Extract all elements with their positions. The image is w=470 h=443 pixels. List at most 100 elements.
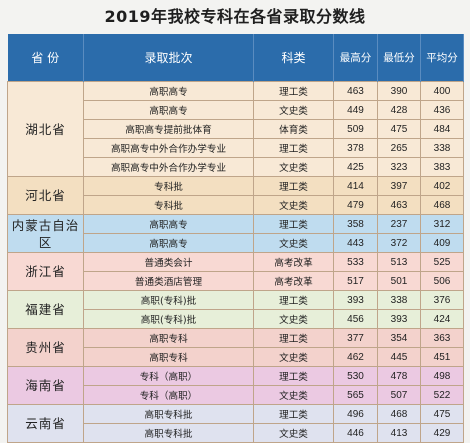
min-cell: 463 bbox=[377, 195, 421, 215]
batch-cell: 普通类会计 bbox=[83, 252, 254, 272]
avg-cell: 402 bbox=[420, 176, 464, 196]
batch-cell: 高职高专中外合作办学专业 bbox=[83, 157, 254, 177]
category-cell: 高考改革 bbox=[253, 252, 334, 272]
batch-cell: 高职专科 bbox=[83, 328, 254, 348]
category-cell: 体育类 bbox=[253, 119, 334, 139]
table-header-row: 省 份 录取批次 科类 最高分 最低分 平均分 bbox=[7, 34, 464, 82]
batch-cell: 专科批 bbox=[83, 195, 254, 215]
table-row: 云南省 高职专科批 理工类 496 468 475 bbox=[7, 404, 464, 443]
min-cell: 372 bbox=[377, 233, 421, 253]
avg-cell: 424 bbox=[420, 309, 464, 329]
max-cell: 456 bbox=[333, 309, 378, 329]
province-cell: 海南省 bbox=[7, 366, 84, 405]
category-cell: 文史类 bbox=[253, 385, 334, 405]
min-cell: 445 bbox=[377, 347, 421, 367]
header-min: 最低分 bbox=[377, 34, 421, 82]
min-cell: 468 bbox=[377, 404, 421, 424]
admission-score-table: 省 份 录取批次 科类 最高分 最低分 平均分 湖北省 高职高专 理工类 463 390… bbox=[7, 34, 464, 443]
max-cell: 565 bbox=[333, 385, 378, 405]
batch-cell: 高职高专提前批体育 bbox=[83, 119, 254, 139]
category-cell: 文史类 bbox=[253, 347, 334, 367]
min-cell: 237 bbox=[377, 214, 421, 234]
avg-cell: 400 bbox=[420, 81, 464, 101]
max-cell: 533 bbox=[333, 252, 378, 272]
batch-cell: 高职高专 bbox=[83, 233, 254, 253]
category-cell: 理工类 bbox=[253, 404, 334, 424]
avg-cell: 475 bbox=[420, 404, 464, 424]
batch-cell: 专科批 bbox=[83, 176, 254, 196]
max-cell: 377 bbox=[333, 328, 378, 348]
avg-cell: 451 bbox=[420, 347, 464, 367]
max-cell: 378 bbox=[333, 138, 378, 158]
table-row: 内蒙古自治区 高职高专 理工类 358 237 312 bbox=[7, 214, 464, 253]
province-cell: 福建省 bbox=[7, 290, 84, 329]
table-row: 高职专科批 文史类 446 413 429 bbox=[7, 423, 464, 443]
batch-cell: 普通类酒店管理 bbox=[83, 271, 254, 291]
category-cell: 文史类 bbox=[253, 309, 334, 329]
table-row: 海南省 专科（高职） 理工类 530 478 498 bbox=[7, 366, 464, 405]
avg-cell: 376 bbox=[420, 290, 464, 310]
province-cell: 贵州省 bbox=[7, 328, 84, 367]
max-cell: 462 bbox=[333, 347, 378, 367]
table-row: 高职高专中外合作办学专业 理工类 378 265 338 bbox=[7, 138, 464, 158]
batch-cell: 高职高专中外合作办学专业 bbox=[83, 138, 254, 158]
avg-cell: 436 bbox=[420, 100, 464, 120]
avg-cell: 468 bbox=[420, 195, 464, 215]
batch-cell: 高职专科批 bbox=[83, 423, 254, 443]
table-row: 高职高专提前批体育 体育类 509 475 484 bbox=[7, 119, 464, 139]
category-cell: 文史类 bbox=[253, 100, 334, 120]
min-cell: 354 bbox=[377, 328, 421, 348]
min-cell: 478 bbox=[377, 366, 421, 386]
province-cell: 河北省 bbox=[7, 176, 84, 215]
avg-cell: 312 bbox=[420, 214, 464, 234]
min-cell: 323 bbox=[377, 157, 421, 177]
batch-cell: 高职专科 bbox=[83, 347, 254, 367]
avg-cell: 383 bbox=[420, 157, 464, 177]
table-row: 贵州省 高职专科 理工类 377 354 363 bbox=[7, 328, 464, 367]
max-cell: 443 bbox=[333, 233, 378, 253]
max-cell: 509 bbox=[333, 119, 378, 139]
batch-cell: 高职专科批 bbox=[83, 404, 254, 424]
header-category: 科类 bbox=[253, 34, 334, 82]
category-cell: 理工类 bbox=[253, 290, 334, 310]
category-cell: 文史类 bbox=[253, 195, 334, 215]
table-row: 专科批 文史类 479 463 468 bbox=[7, 195, 464, 215]
table-body: 湖北省 高职高专 理工类 463 390 400 高职高专 文史类 449 428 436 高职高专提… bbox=[7, 81, 464, 443]
table-row: 高职高专中外合作办学专业 文史类 425 323 383 bbox=[7, 157, 464, 177]
batch-cell: 高职高专 bbox=[83, 214, 254, 234]
category-cell: 理工类 bbox=[253, 176, 334, 196]
table-row: 河北省 专科批 理工类 414 397 402 bbox=[7, 176, 464, 215]
min-cell: 413 bbox=[377, 423, 421, 443]
category-cell: 文史类 bbox=[253, 233, 334, 253]
table-row: 高职高专 文史类 443 372 409 bbox=[7, 233, 464, 253]
header-max: 最高分 bbox=[333, 34, 378, 82]
min-cell: 507 bbox=[377, 385, 421, 405]
header-province: 省 份 bbox=[7, 34, 84, 82]
max-cell: 530 bbox=[333, 366, 378, 386]
min-cell: 475 bbox=[377, 119, 421, 139]
avg-cell: 429 bbox=[420, 423, 464, 443]
avg-cell: 363 bbox=[420, 328, 464, 348]
table-row: 高职专科 文史类 462 445 451 bbox=[7, 347, 464, 367]
max-cell: 463 bbox=[333, 81, 378, 101]
min-cell: 428 bbox=[377, 100, 421, 120]
avg-cell: 409 bbox=[420, 233, 464, 253]
table-row: 浙江省 普通类会计 高考改革 533 513 525 bbox=[7, 252, 464, 291]
province-cell: 云南省 bbox=[7, 404, 84, 443]
avg-cell: 522 bbox=[420, 385, 464, 405]
header-batch: 录取批次 bbox=[83, 34, 254, 82]
batch-cell: 高职高专 bbox=[83, 100, 254, 120]
avg-cell: 506 bbox=[420, 271, 464, 291]
province-cell: 内蒙古自治区 bbox=[7, 214, 84, 253]
max-cell: 517 bbox=[333, 271, 378, 291]
province-cell: 湖北省 bbox=[7, 81, 84, 177]
min-cell: 397 bbox=[377, 176, 421, 196]
min-cell: 390 bbox=[377, 81, 421, 101]
max-cell: 446 bbox=[333, 423, 378, 443]
batch-cell: 专科（高职） bbox=[83, 385, 254, 405]
max-cell: 449 bbox=[333, 100, 378, 120]
batch-cell: 专科（高职） bbox=[83, 366, 254, 386]
header-avg: 平均分 bbox=[420, 34, 464, 82]
max-cell: 425 bbox=[333, 157, 378, 177]
table-row: 湖北省 高职高专 理工类 463 390 400 bbox=[7, 81, 464, 177]
